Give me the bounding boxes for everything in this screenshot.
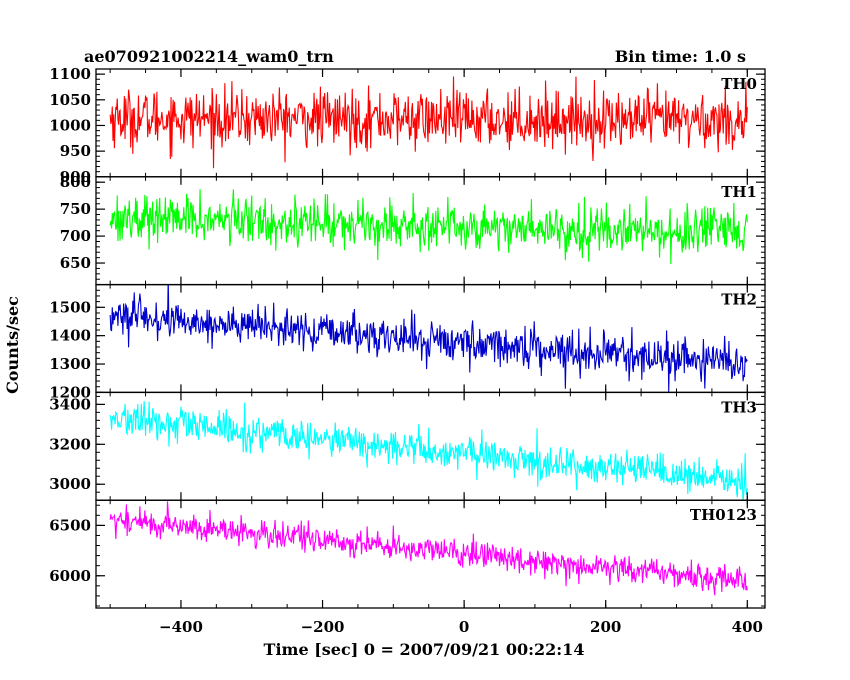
x-tick-label: −400 — [159, 618, 203, 636]
series-line-th1 — [109, 189, 748, 265]
y-tick-label: 6000 — [49, 567, 91, 585]
y-tick-label: 1400 — [49, 327, 91, 345]
series-line-th2 — [109, 284, 748, 392]
panel-label: TH0 — [721, 75, 757, 93]
y-tick-label: 700 — [60, 227, 91, 245]
bin-time-label: Bin time: 1.0 s — [615, 47, 746, 66]
series-line-th0123 — [109, 501, 748, 596]
y-tick-label: 6500 — [49, 516, 91, 534]
y-tick-label: 1200 — [49, 383, 91, 401]
panel-label: TH1 — [721, 183, 757, 201]
x-tick-label: 0 — [459, 618, 469, 636]
y-tick-label: 1500 — [49, 298, 91, 316]
y-tick-label: 1050 — [49, 91, 91, 109]
x-axis: −400 −200 0 200 400 — [159, 618, 763, 636]
y-tick-label: 950 — [60, 142, 91, 160]
x-tick-label: 200 — [590, 618, 621, 636]
panels-group: 900 950 1000 1050 1100 TH0 650 700 750 800 TH1 1200… — [49, 65, 766, 609]
panel-label: TH3 — [721, 398, 757, 416]
x-tick-label: −200 — [301, 618, 345, 636]
y-tick-label: 1300 — [49, 355, 91, 373]
panel-th3: 3000 3200 3400 TH3 — [49, 391, 766, 501]
y-tick-label: 3400 — [49, 395, 91, 413]
panel-label: TH2 — [721, 291, 757, 309]
y-tick-label: 900 — [60, 168, 91, 186]
x-axis-label: Time [sec] 0 = 2007/09/21 00:22:14 — [264, 640, 585, 659]
series-line-th3 — [109, 401, 748, 501]
panel-frame — [95, 391, 766, 501]
y-tick-label: 750 — [60, 200, 91, 218]
panel-label: TH0123 — [690, 506, 757, 524]
panel-th0: 900 950 1000 1050 1100 TH0 — [49, 65, 766, 186]
y-tick-label: 1100 — [49, 65, 91, 83]
y-tick-label: 650 — [60, 254, 91, 272]
y-tick-label: 3200 — [49, 435, 91, 453]
panel-th1: 650 700 750 800 TH1 — [60, 173, 766, 286]
x-tick-label: 400 — [732, 618, 763, 636]
chart-title: ae070921002214_wam0_trn — [84, 47, 334, 66]
y-tick-label: 3000 — [49, 475, 91, 493]
y-tick-label: 800 — [60, 173, 91, 191]
y-tick-label: 1000 — [49, 116, 91, 134]
panel-th2: 1200 1300 1400 1500 TH2 — [49, 283, 766, 401]
panel-th0123: 6000 6500 TH0123 — [49, 499, 766, 609]
series-line-th0 — [109, 76, 748, 169]
y-axis-label: Counts/sec — [3, 296, 22, 394]
panel-frame — [95, 499, 766, 609]
